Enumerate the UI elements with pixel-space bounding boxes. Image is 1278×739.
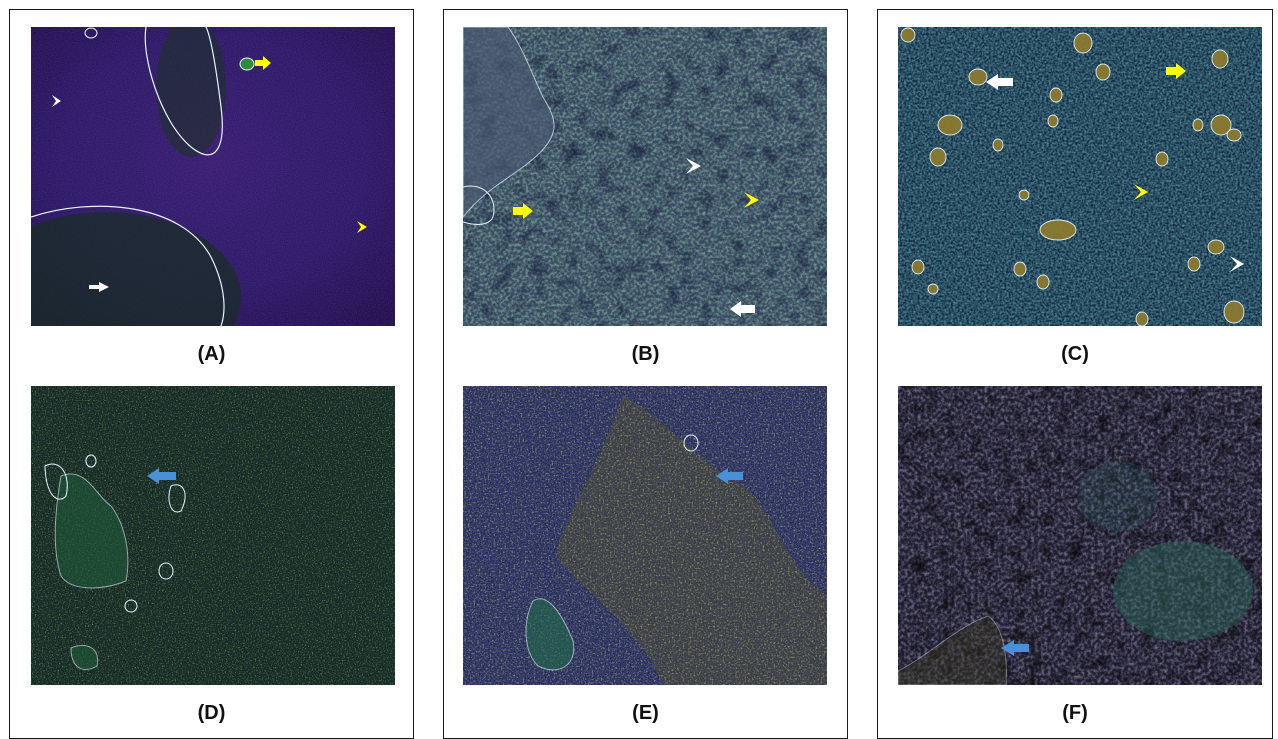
blue-arrow-marker [1001,640,1029,656]
figure-column-2: (B) (E) [443,9,848,739]
yellow-arrow-marker [1166,63,1186,79]
figure-column-1: (A) (D) [9,9,414,739]
yellow-arrow-marker [255,56,271,70]
blue-arrow-marker [716,468,743,484]
micrograph-b [463,27,827,326]
panel-label-a: (A) [197,343,226,365]
white-arrow-marker [986,74,1013,90]
micrograph-panel-d [31,386,395,685]
white-arrow-marker [89,282,109,292]
panel-label-e: (E) [632,702,659,724]
yellow-arrow-marker [513,203,533,219]
white-chevron-marker [686,158,701,174]
yellow-chevron-marker [744,192,759,208]
figure-column-3: (C) (F) [877,9,1273,739]
micrograph-panel-c [898,27,1262,326]
micrograph-a [31,27,395,326]
yellow-chevron-marker [357,221,367,233]
panel-label-c: (C) [1061,343,1089,365]
micrograph-panel-b [463,27,827,326]
blue-arrow-marker [147,468,176,484]
panel-label-d: (D) [197,702,226,724]
white-chevron-marker [1230,256,1244,272]
panel-label-f: (F) [1062,702,1088,724]
micrograph-f [898,386,1262,685]
white-arrow-marker [730,301,755,317]
micrograph-e [463,386,827,685]
micrograph-panel-a [31,27,395,326]
micrograph-panel-e [463,386,827,685]
white-chevron-marker [52,95,61,107]
micrograph-panel-f [898,386,1262,685]
yellow-chevron-marker [1134,184,1148,200]
panel-label-b: (B) [631,343,660,365]
micrograph-c [898,27,1262,326]
micrograph-d [31,386,395,685]
